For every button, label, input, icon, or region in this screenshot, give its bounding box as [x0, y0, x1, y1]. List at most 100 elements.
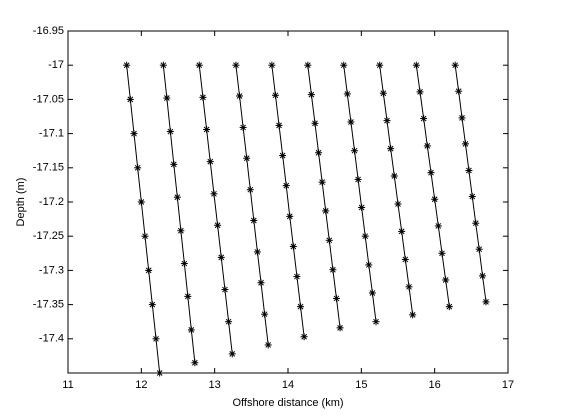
marker-stroke — [373, 318, 379, 325]
marker-stroke — [123, 62, 130, 69]
asterisk-marker — [468, 193, 476, 201]
marker-stroke — [236, 93, 243, 99]
marker-stroke — [312, 120, 318, 127]
asterisk-marker — [239, 123, 247, 131]
marker-stroke — [203, 126, 210, 133]
asterisk-marker — [416, 88, 424, 96]
marker-stroke — [138, 199, 145, 205]
marker-stroke — [196, 62, 203, 69]
asterisk-marker — [170, 160, 178, 168]
asterisk-marker — [145, 266, 153, 274]
asterisk-marker — [221, 286, 229, 294]
marker-stroke — [229, 350, 236, 357]
asterisk-marker — [268, 61, 276, 69]
asterisk-marker — [343, 90, 351, 98]
asterisk-marker — [376, 61, 384, 69]
y-tick-label: -17.3 — [39, 264, 64, 276]
asterisk-marker — [311, 119, 319, 127]
asterisk-marker — [398, 227, 406, 235]
asterisk-marker — [289, 242, 297, 250]
asterisk-marker — [472, 219, 480, 227]
marker-stroke — [322, 208, 329, 214]
x-tick-label: 14 — [282, 379, 294, 391]
asterisk-marker — [130, 130, 138, 138]
marker-stroke — [439, 250, 445, 257]
asterisk-marker — [461, 140, 469, 148]
marker-stroke — [218, 254, 225, 261]
asterisk-marker — [293, 273, 301, 281]
asterisk-marker — [191, 359, 199, 367]
asterisk-marker — [405, 283, 413, 291]
marker-stroke — [233, 62, 239, 69]
marker-stroke — [452, 62, 459, 69]
marker-stroke — [247, 186, 254, 193]
asterisk-marker — [365, 261, 373, 269]
asterisk-marker — [232, 61, 240, 69]
marker-stroke — [417, 89, 423, 95]
marker-stroke — [395, 201, 401, 207]
asterisk-marker — [455, 87, 463, 95]
marker-stroke — [387, 145, 394, 152]
marker-stroke — [214, 222, 221, 229]
asterisk-marker — [210, 190, 218, 198]
marker-stroke — [149, 301, 156, 308]
marker-stroke — [258, 279, 264, 286]
x-tick-label: 16 — [429, 379, 441, 391]
marker-stroke — [340, 62, 347, 69]
marker-stroke — [211, 190, 217, 197]
asterisk-marker — [228, 350, 236, 358]
asterisk-marker — [203, 125, 211, 133]
asterisk-marker — [358, 203, 366, 211]
marker-stroke — [369, 290, 376, 296]
marker-stroke — [409, 312, 416, 318]
asterisk-marker — [199, 93, 207, 101]
marker-stroke — [326, 237, 333, 244]
asterisk-marker — [434, 222, 442, 230]
marker-stroke — [308, 91, 315, 98]
marker-stroke — [431, 196, 438, 203]
x-tick-label: 15 — [355, 379, 367, 391]
marker-stroke — [163, 95, 170, 101]
marker-stroke — [428, 169, 434, 176]
asterisk-marker — [264, 341, 272, 349]
marker-stroke — [243, 155, 250, 162]
marker-stroke — [145, 267, 152, 274]
asterisk-marker — [329, 266, 337, 274]
series-line — [271, 65, 305, 337]
asterisk-marker — [458, 114, 466, 122]
marker-stroke — [442, 277, 449, 283]
series-line — [198, 65, 233, 354]
marker-stroke — [406, 283, 412, 290]
asterisk-marker — [423, 142, 431, 150]
marker-stroke — [188, 327, 195, 333]
asterisk-marker — [427, 169, 435, 177]
marker-stroke — [261, 311, 268, 318]
marker-stroke — [290, 243, 297, 250]
marker-stroke — [319, 179, 326, 186]
x-tick-label: 17 — [502, 379, 514, 391]
marker-stroke — [127, 96, 134, 103]
y-tick-label: -17.4 — [39, 333, 64, 345]
asterisk-marker — [184, 292, 192, 300]
y-tick-label: -17.25 — [33, 230, 64, 242]
marker-stroke — [250, 217, 257, 224]
marker-stroke — [131, 130, 137, 137]
asterisk-marker — [322, 207, 330, 215]
marker-stroke — [254, 249, 261, 255]
marker-stroke — [351, 147, 358, 154]
marker-stroke — [365, 262, 372, 268]
asterisk-marker — [159, 61, 167, 69]
asterisk-marker — [445, 303, 453, 311]
marker-stroke — [222, 286, 228, 293]
marker-stroke — [402, 256, 409, 263]
asterisk-marker — [141, 232, 149, 240]
marker-stroke — [462, 141, 469, 147]
asterisk-marker — [475, 245, 483, 253]
series-line — [235, 65, 269, 346]
marker-stroke — [348, 119, 354, 125]
marker-stroke — [424, 143, 431, 149]
marker-stroke — [276, 122, 282, 129]
series-line — [454, 65, 487, 302]
marker-stroke — [160, 62, 167, 69]
marker-stroke — [156, 370, 163, 376]
